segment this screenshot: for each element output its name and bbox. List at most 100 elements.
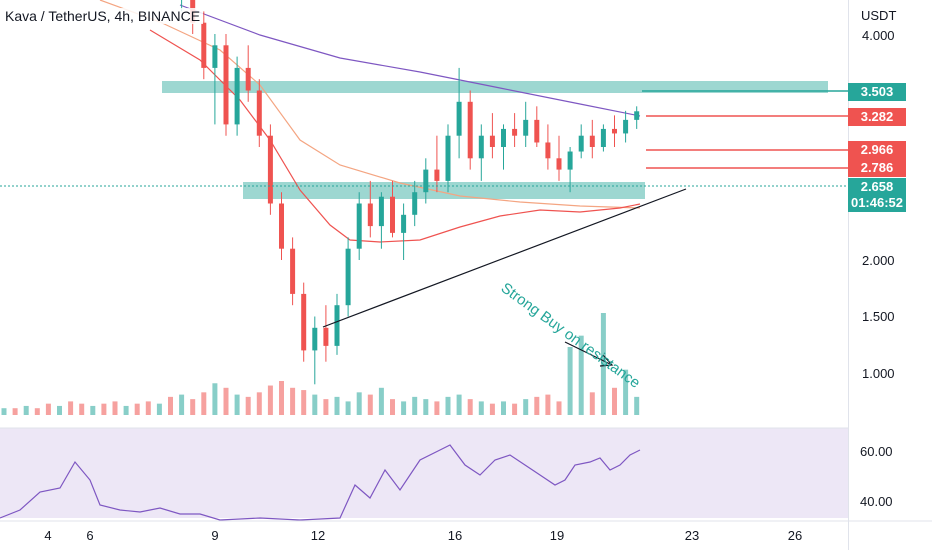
candle-body <box>612 128 617 134</box>
candle-body <box>478 135 484 159</box>
candle-body <box>600 128 606 147</box>
candle-body <box>534 119 540 143</box>
volume-bar <box>589 392 595 415</box>
rsi-tick-label: 60.00 <box>860 444 893 459</box>
candle-body <box>356 203 362 249</box>
volume-bar <box>612 387 617 415</box>
candle-body <box>256 90 262 136</box>
price-tick-label: 1.000 <box>862 366 895 381</box>
candle-body <box>434 169 440 181</box>
ascending-trendline <box>322 188 687 328</box>
volume-bar <box>600 313 606 415</box>
volume-bar <box>456 394 462 415</box>
volume-bar <box>390 399 395 415</box>
volume-bar <box>12 408 18 415</box>
volume-bar <box>356 392 362 415</box>
price-tick-label: 4.000 <box>862 28 895 43</box>
volume-bar <box>478 401 484 415</box>
volume-bar <box>234 394 240 415</box>
candle-body <box>456 101 462 136</box>
candle-body <box>390 196 395 233</box>
volume-bar <box>201 392 207 415</box>
volume-bar <box>79 403 85 415</box>
price-tick-label: 2.000 <box>862 253 895 268</box>
candle-body <box>212 45 218 68</box>
volume-bar <box>68 401 74 415</box>
candle-body <box>334 305 340 346</box>
price-badge: 2.658 <box>848 178 906 196</box>
volume-bar <box>168 396 173 415</box>
volume-bar <box>567 347 573 415</box>
candle-body <box>290 248 296 294</box>
volume-bar <box>489 403 495 415</box>
price-badge: 2.966 <box>848 141 906 159</box>
volume-bar <box>34 408 40 415</box>
annotation-arrow-head <box>599 354 614 367</box>
chart-title: Kava / TetherUS, 4h, BINANCE <box>2 8 204 24</box>
time-tick-label: 4 <box>44 528 51 543</box>
volume-bar <box>256 392 262 415</box>
price-badge: 3.503 <box>848 83 906 101</box>
candle-body <box>489 135 495 147</box>
volume-bar <box>401 401 407 415</box>
volume-bar <box>634 396 640 415</box>
volume-bar <box>434 401 440 415</box>
volume-bar <box>523 399 529 415</box>
candle-body <box>567 151 573 170</box>
price-axis-separator <box>848 0 849 550</box>
volume-bar <box>57 405 62 415</box>
volume-bar <box>423 399 429 415</box>
candle-body <box>623 119 629 134</box>
moving-average-mid <box>99 0 641 209</box>
volume-bar <box>512 403 518 415</box>
candle-body <box>445 135 451 181</box>
volume-bar <box>223 387 229 415</box>
volume-bar <box>156 403 162 415</box>
time-tick-label: 19 <box>550 528 564 543</box>
candle-body <box>267 135 273 204</box>
rsi-pane <box>0 428 848 518</box>
volume-bar <box>267 385 273 415</box>
price-badge: 3.282 <box>848 108 906 126</box>
volume-bar <box>1 408 7 415</box>
volume-bar <box>212 383 218 415</box>
volume-bar <box>301 390 307 415</box>
volume-bar <box>45 403 51 415</box>
price-badge: 2.786 <box>848 159 906 177</box>
candle-body <box>634 111 640 120</box>
price-axis-unit: USDT <box>861 8 896 23</box>
volume-bar <box>412 396 418 415</box>
volume-bar <box>190 399 196 415</box>
time-tick-label: 23 <box>685 528 699 543</box>
candle-body <box>279 203 284 249</box>
time-tick-label: 6 <box>86 528 93 543</box>
volume-bar <box>556 401 562 415</box>
candle-body <box>401 214 407 233</box>
moving-average-fast <box>149 29 641 243</box>
candle-body <box>423 169 429 193</box>
annotation-arrow <box>564 341 613 366</box>
volume-bar <box>367 394 373 415</box>
candle-body <box>223 45 229 125</box>
volume-bar <box>279 381 284 415</box>
candle-body <box>545 142 551 159</box>
volume-bar <box>312 394 318 415</box>
candle-body <box>556 158 562 170</box>
resistance-zone-lower <box>243 182 645 199</box>
volume-bar <box>501 401 506 415</box>
candle-body <box>234 67 240 125</box>
candle-body <box>345 248 351 306</box>
price-tick-label: 1.500 <box>862 309 895 324</box>
candle-body <box>201 22 207 68</box>
rsi-tick-label: 40.00 <box>860 494 893 509</box>
volume-bar <box>90 405 96 415</box>
time-tick-label: 12 <box>311 528 325 543</box>
volume-bar <box>467 399 473 415</box>
rsi-line <box>0 444 641 521</box>
volume-bar <box>534 396 540 415</box>
volume-bar <box>378 387 384 415</box>
volume-bar <box>101 403 107 415</box>
candle-body <box>245 67 251 91</box>
